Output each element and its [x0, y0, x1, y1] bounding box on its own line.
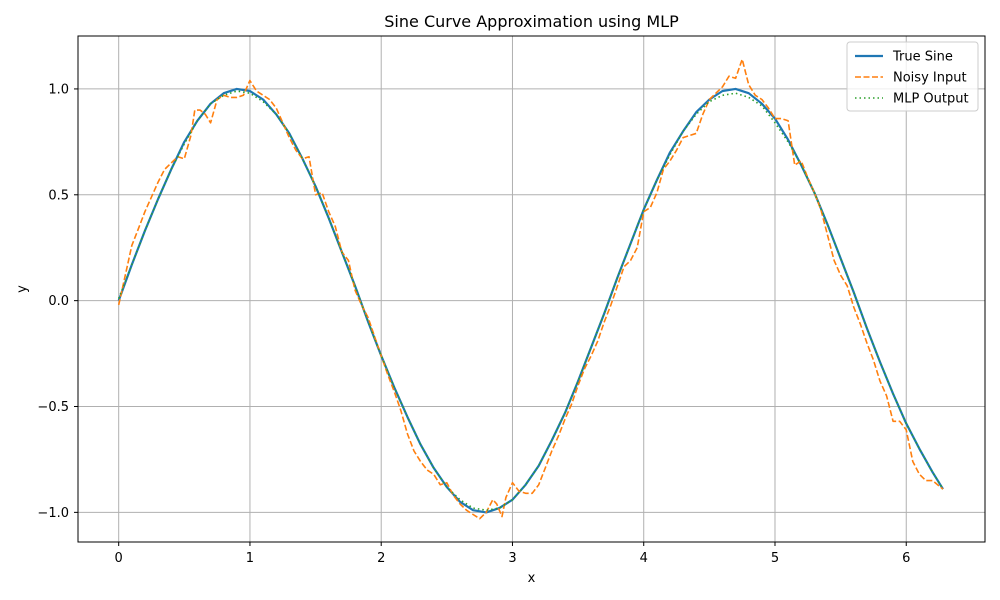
y-tick-label: 1.0 — [48, 82, 69, 97]
legend-label-noisy-input: Noisy Input — [893, 71, 967, 86]
y-axis-label: y — [15, 285, 30, 293]
x-tick-label: 6 — [902, 551, 910, 566]
legend-label-true-sine: True Sine — [892, 50, 953, 65]
plot-frame — [77, 35, 986, 543]
x-tick-label: 2 — [377, 551, 385, 566]
grid-lines — [78, 36, 985, 542]
chart-title: Sine Curve Approximation using MLP — [384, 12, 679, 31]
x-tick-label: 3 — [508, 551, 516, 566]
series-line-mlp-output — [117, 90, 944, 512]
x-tick-label: 5 — [771, 551, 779, 566]
y-tick-label: −1.0 — [37, 506, 69, 521]
x-tick-label: 1 — [246, 551, 254, 566]
y-tick-label: 0.5 — [48, 188, 69, 203]
x-tick-label: 4 — [640, 551, 648, 566]
legend-label-mlp-output: MLP Output — [893, 92, 969, 107]
x-tick-label: 0 — [115, 551, 123, 566]
series-line-noisy-input — [117, 58, 944, 520]
y-tick-label: −0.5 — [37, 400, 69, 415]
series-lines — [117, 58, 944, 520]
axis-ticks: 0 1 2 3 4 5 6 −1.0 −0.5 0.0 0.5 1.0 — [37, 82, 910, 566]
x-axis-label: x — [528, 571, 536, 586]
y-tick-label: 0.0 — [48, 294, 69, 309]
legend-box — [846, 41, 979, 112]
legend: True Sine Noisy Input MLP Output — [846, 41, 979, 112]
